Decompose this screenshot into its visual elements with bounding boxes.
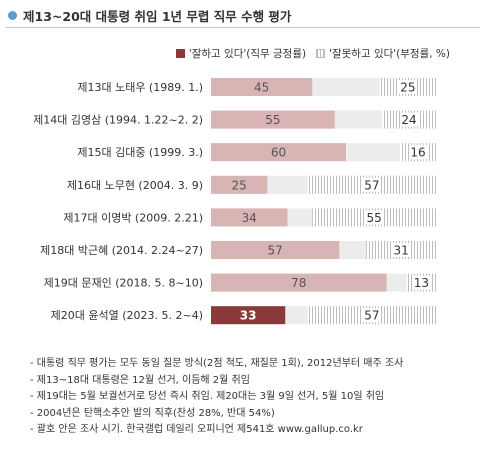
legend-label-positive: '잘하고 있다'(직무 긍정률): [188, 48, 307, 60]
bar-positive: [211, 273, 387, 292]
footnotes: - 대통령 직무 평가는 모두 동일 질문 방식(2점 척도, 재질문 1회),…: [30, 356, 403, 439]
title-divider: [6, 27, 480, 28]
value-label-bg: [365, 210, 384, 225]
category-label: 제13대 노태우 (1989. 1.): [77, 81, 203, 94]
value-label-negative: 57: [364, 178, 379, 192]
value-label-negative: 57: [364, 309, 379, 323]
value-label-negative: 24: [401, 113, 416, 127]
value-label-bg: [400, 112, 418, 127]
bar-positive: [211, 78, 313, 96]
stacked-bar-chart: 제13대 노태우 (1989. 1.) 45 25 제14대 김영삼 (1994. 1…: [33, 78, 436, 325]
bullet-dot-icon: [8, 11, 17, 20]
value-label-bg: [412, 275, 431, 290]
value-label-bg: [398, 80, 417, 94]
category-label: 제17대 이명박 (2009. 2.21): [63, 211, 203, 224]
legend-label-negative: '잘못하고 있다'(부정률, %): [329, 48, 450, 60]
value-label-positive: 25: [231, 178, 246, 192]
value-label-bg: [362, 308, 381, 323]
bar-positive: [211, 110, 335, 129]
bar-positive: [211, 143, 346, 162]
category-label: 제15대 김대중 (1999. 3.): [77, 146, 203, 159]
value-label-negative: 16: [410, 146, 425, 160]
category-label: 제20대 윤석열 (2023. 5. 2~4): [51, 309, 203, 322]
value-label-positive: 57: [267, 244, 282, 258]
category-label: 제19대 문재인 (2018. 5. 8~10): [44, 277, 203, 290]
bar-positive: [211, 175, 268, 194]
value-label-negative: 13: [414, 276, 429, 290]
footnote-1: - 대통령 직무 평가는 모두 동일 질문 방식(2점 척도, 재질문 1회),…: [30, 358, 404, 369]
value-label-bg: [409, 145, 427, 160]
value-label-positive: 60: [271, 146, 286, 160]
legend-swatch-negative: [316, 49, 326, 58]
category-label: 제16대 노무현 (2004. 3. 9): [67, 179, 203, 192]
legend-item-positive: '잘하고 있다'(직무 긍정률): [175, 46, 307, 61]
footnote-5: - 괄호 안은 조사 시기. 한국갤럽 데일리 오피니언 제541호 www.g…: [30, 424, 363, 435]
value-label-positive: 33: [240, 309, 257, 323]
bar-positive: [211, 208, 288, 227]
value-label-positive: 55: [265, 113, 280, 127]
legend-item-negative: '잘못하고 있다'(부정률, %): [316, 46, 450, 61]
value-label-positive: 34: [242, 211, 257, 225]
value-label-positive: 78: [291, 276, 306, 290]
category-label: 제18대 박근혜 (2014. 2.24~27): [40, 244, 203, 257]
category-label: 제14대 김영삼 (1994. 1.22~2. 2): [33, 114, 203, 127]
bar-positive: [211, 306, 286, 325]
footnote-2: - 제13~18대 대통령은 12월 선거, 이듬해 2월 취임: [30, 374, 250, 386]
chart-title-text: 제13~20대 대통령 취임 1년 무렵 직무 수행 평가: [23, 9, 292, 24]
footnote-3: - 제19대는 5월 보궐선거로 당선 즉시 취임. 제20대는 3월 9일 선…: [30, 391, 385, 402]
value-label-negative: 31: [393, 244, 408, 258]
value-label-negative: 25: [400, 81, 415, 95]
chart-title: 제13~20대 대통령 취임 1년 무렵 직무 수행 평가: [8, 6, 291, 25]
value-label-bg: [362, 177, 381, 192]
legend-swatch-positive: [175, 49, 185, 58]
value-label-positive: 45: [254, 81, 269, 95]
footnote-4: - 2004년은 탄핵소추안 발의 직후(찬성 28%, 반대 54%): [30, 407, 275, 419]
value-label-negative: 55: [366, 211, 381, 225]
bar-positive: [211, 241, 340, 259]
value-label-bg: [392, 243, 411, 257]
legend: '잘하고 있다'(직무 긍정률) '잘못하고 있다'(부정률, %): [175, 46, 450, 61]
